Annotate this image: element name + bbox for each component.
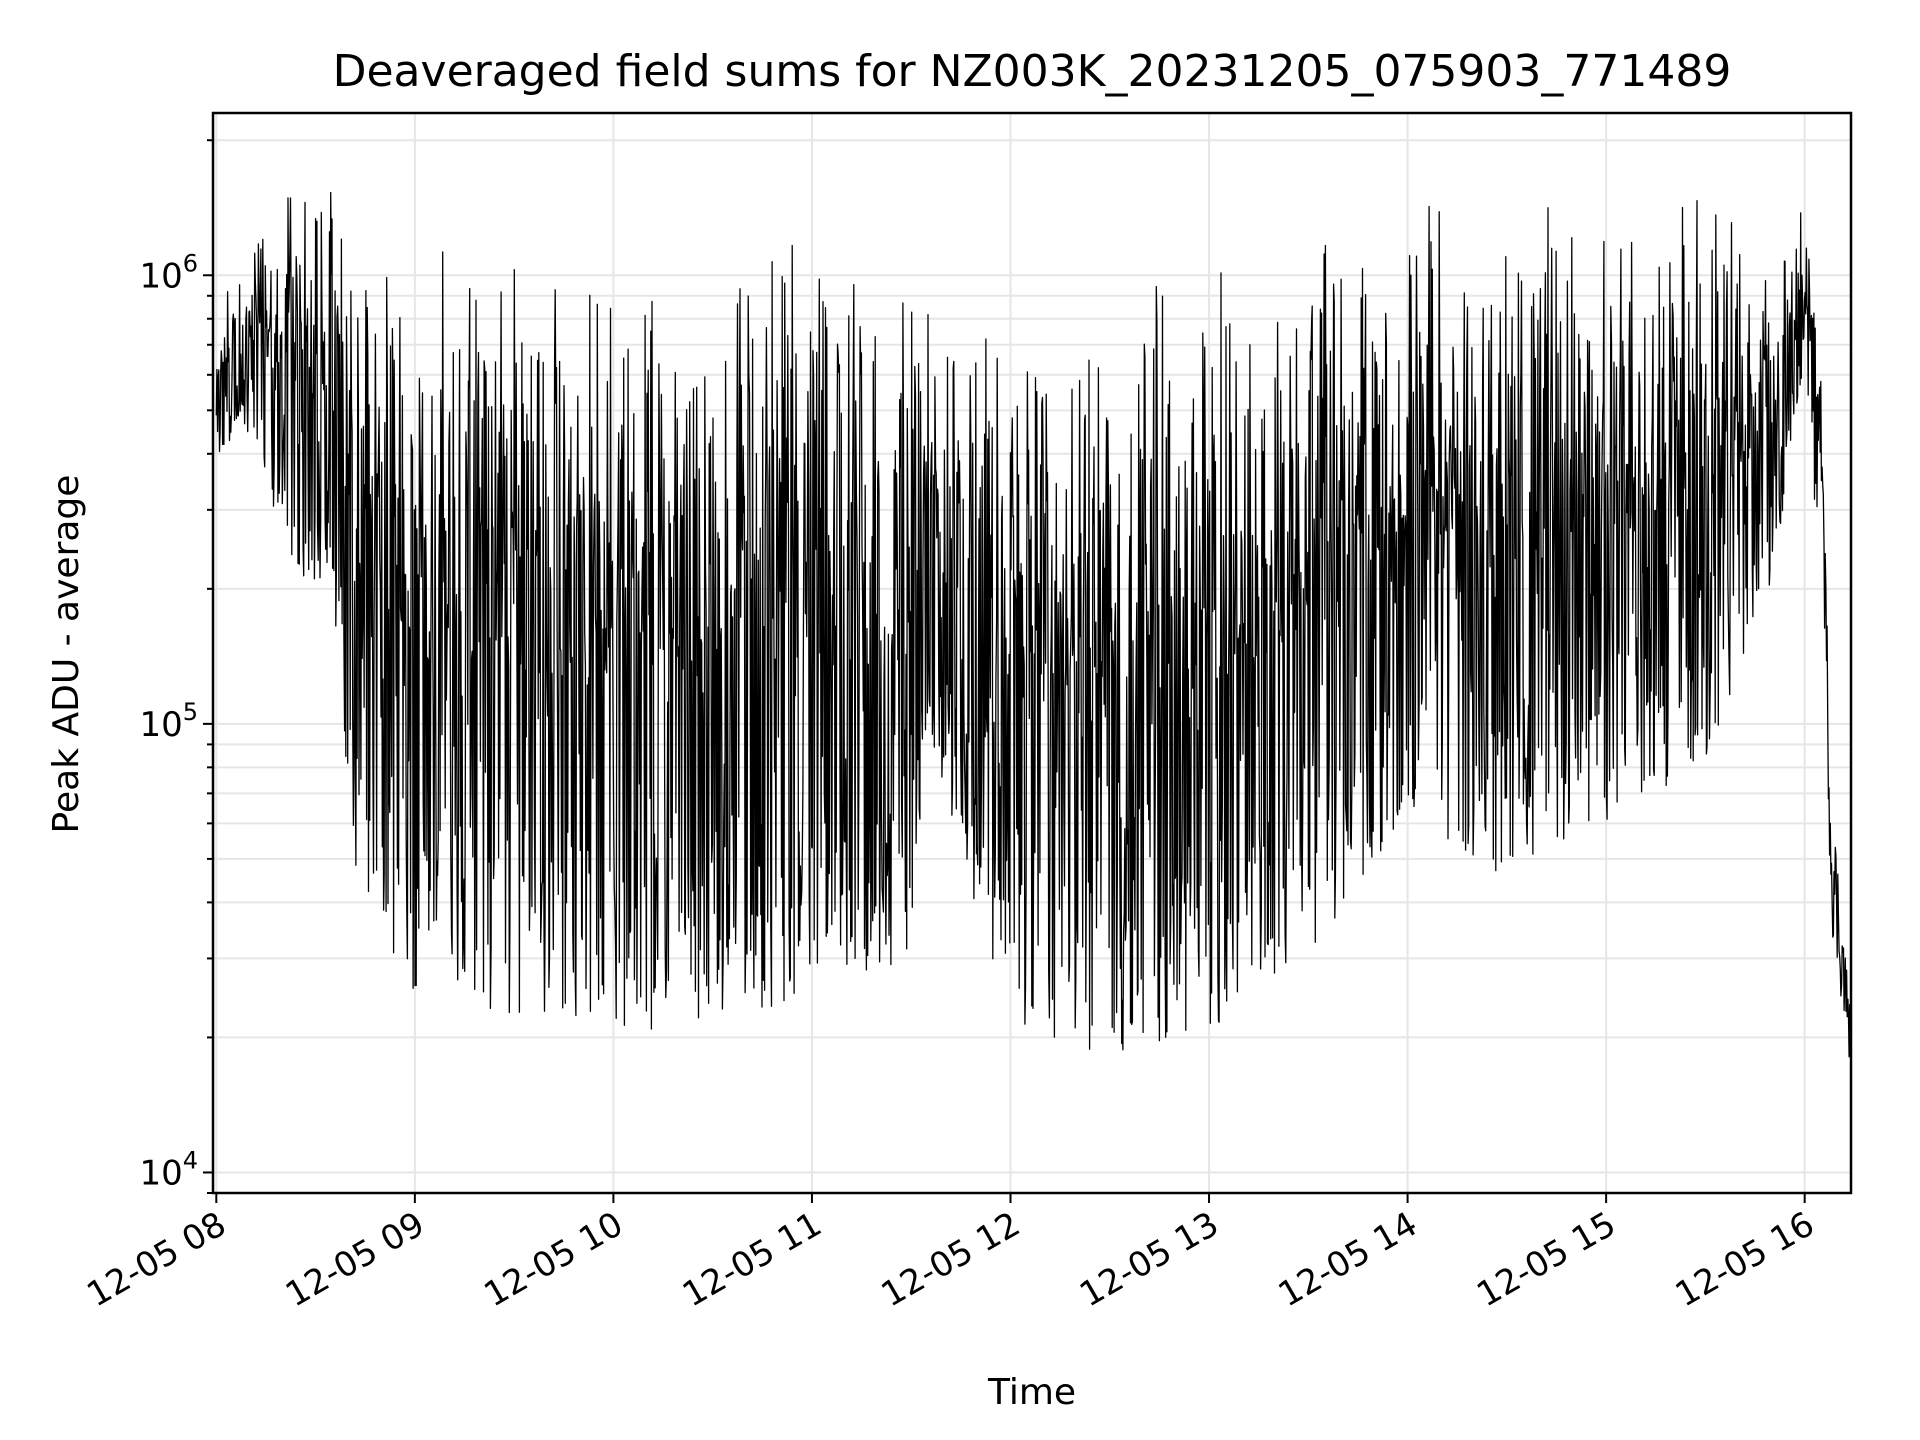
series-line (215, 191, 1852, 1058)
plot-frame (211, 111, 1853, 1195)
y-axis: 104 105 106 (139, 139, 213, 1194)
chart-title: Deaveraged field sums for NZ003K_2023120… (333, 46, 1732, 97)
y-tick-label: 105 (139, 698, 198, 745)
y-tick-label: 106 (139, 249, 198, 296)
x-axis-label: Time (987, 1372, 1076, 1413)
y-tick-label: 104 (139, 1146, 198, 1193)
peak-adu-series-line (215, 191, 1852, 1058)
y-axis-label: Peak ADU - average (46, 475, 87, 834)
